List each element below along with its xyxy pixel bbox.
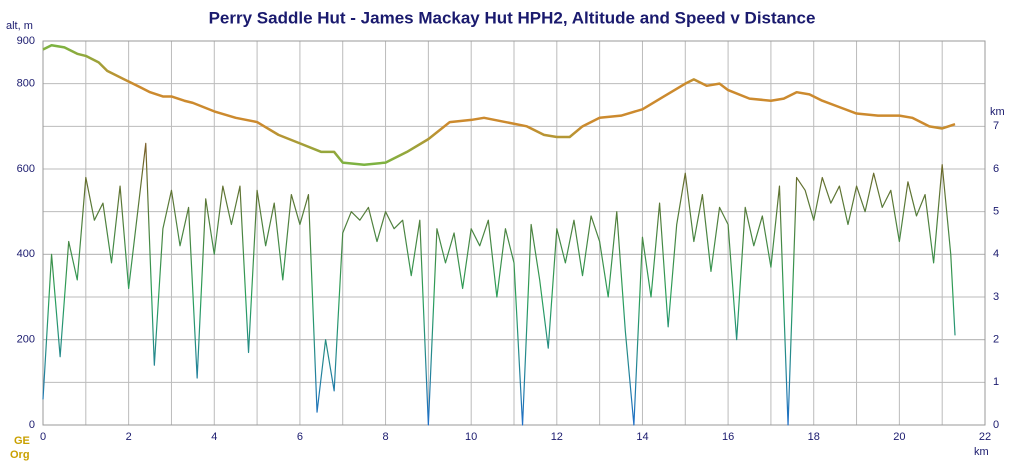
- x-tick-label: 12: [551, 431, 563, 443]
- y2-tick-label: 3: [993, 291, 999, 303]
- logo: GE: [14, 435, 30, 447]
- y2-axis-label: km: [990, 106, 1005, 118]
- y2-tick-label: 6: [993, 163, 999, 175]
- y2-tick-label: 2: [993, 334, 999, 346]
- x-axis-label: km: [974, 446, 989, 458]
- y2-tick-label: 7: [993, 120, 999, 132]
- x-tick-label: 8: [382, 431, 388, 443]
- y-tick-label: 400: [17, 248, 35, 260]
- x-tick-label: 4: [211, 431, 217, 443]
- speed-line: [42, 142, 956, 426]
- y-tick-label: 200: [17, 334, 35, 346]
- x-tick-label: 10: [465, 431, 477, 443]
- y-tick-label: 0: [29, 419, 35, 431]
- logo: Org: [10, 449, 30, 461]
- y2-tick-label: 5: [993, 206, 999, 218]
- plot-border: [42, 40, 986, 426]
- x-tick-label: 20: [893, 431, 905, 443]
- altitude-line: [42, 44, 956, 166]
- y2-tick-label: 1: [993, 376, 999, 388]
- x-tick-label: 14: [636, 431, 648, 443]
- chart-title: Perry Saddle Hut - James Mackay Hut HPH2…: [209, 8, 816, 27]
- x-tick-label: 0: [40, 431, 46, 443]
- y-tick-label: 800: [17, 78, 35, 90]
- x-tick-label: 16: [722, 431, 734, 443]
- x-tick-label: 22: [979, 431, 991, 443]
- y-tick-label: 600: [17, 163, 35, 175]
- x-tick-label: 6: [297, 431, 303, 443]
- x-tick-label: 2: [126, 431, 132, 443]
- y-tick-label: 900: [17, 35, 35, 47]
- y2-tick-label: 0: [993, 419, 999, 431]
- y2-tick-label: 4: [993, 248, 999, 260]
- y-axis-label: alt, m: [6, 20, 33, 32]
- x-tick-label: 18: [808, 431, 820, 443]
